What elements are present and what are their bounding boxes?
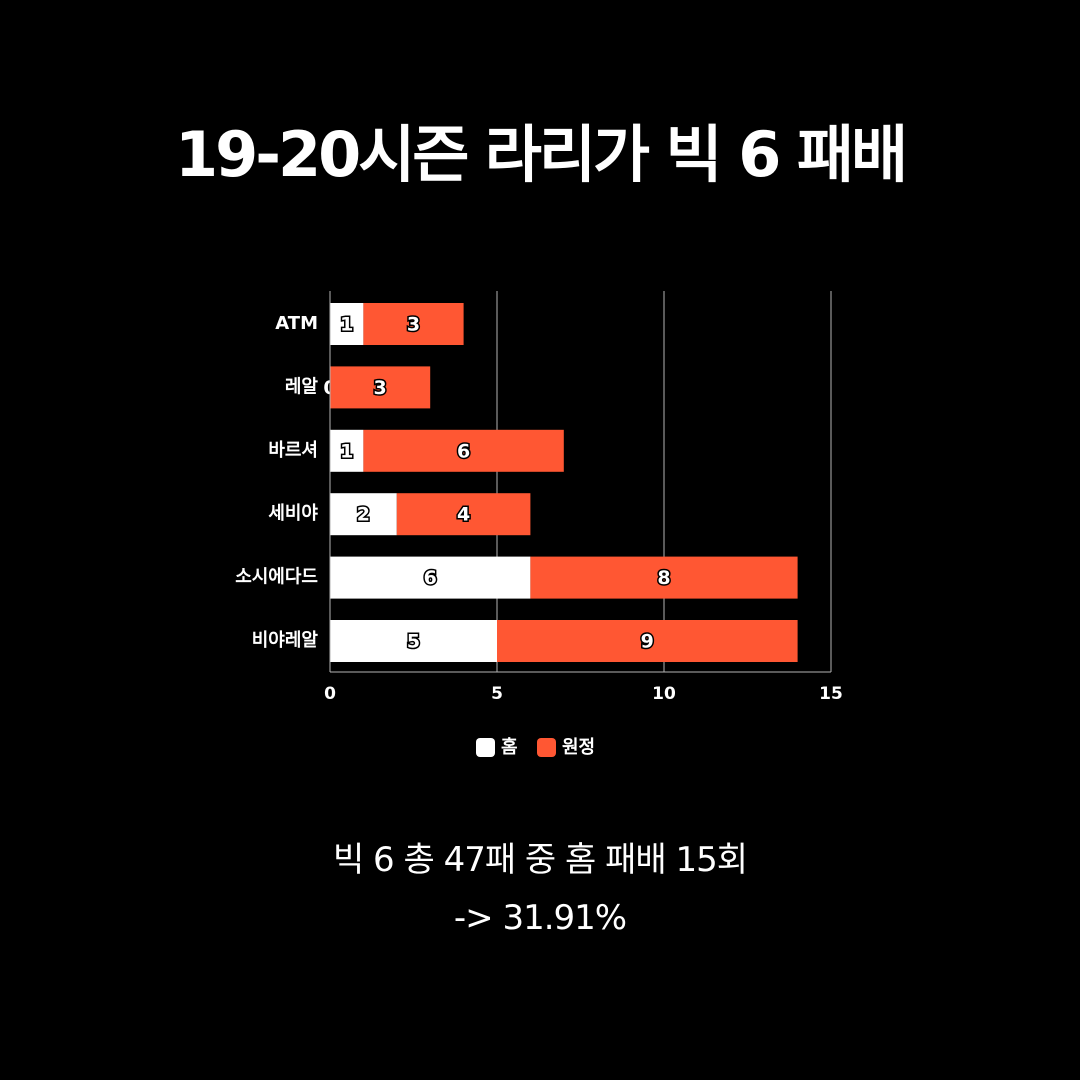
category-label: 바르셔	[268, 440, 318, 461]
data-label: 3	[373, 377, 386, 399]
legend-label: 원정	[562, 737, 595, 758]
data-label: 6	[457, 440, 470, 462]
legend-label: 홈	[501, 736, 518, 758]
category-label: 비야레알	[252, 630, 319, 651]
away-bar	[363, 303, 464, 345]
away-bar	[396, 493, 531, 536]
summary-line-1: 빅 6 총 47패 중 홈 패배 15회	[332, 840, 748, 880]
away-bar	[363, 429, 564, 472]
summary-line-2: -> 31.91%	[453, 898, 627, 938]
bar-group: 130316246859	[322, 303, 798, 662]
category-label: 소시에다드	[235, 567, 318, 588]
home-bar	[330, 620, 497, 662]
home-bar	[330, 493, 397, 536]
home-bar	[330, 429, 364, 472]
legend: 홈 원정	[476, 736, 595, 758]
chart-title: 19-20시즌 라리가 빅 6 패배	[174, 118, 908, 191]
category-label: ATM	[275, 313, 318, 334]
home-bar	[330, 556, 531, 599]
data-label: 5	[407, 631, 420, 653]
data-label: 4	[457, 504, 470, 526]
data-label: 1	[340, 440, 353, 462]
legend-swatch-home	[476, 738, 495, 757]
x-tick-label: 15	[819, 684, 843, 704]
data-label: 8	[657, 567, 670, 589]
away-bar	[530, 556, 798, 599]
data-label: 3	[407, 314, 420, 336]
x-tick-label: 5	[491, 684, 503, 704]
category-label: 레알	[285, 376, 319, 397]
data-label: 1	[340, 314, 353, 336]
legend-swatch-away	[537, 738, 556, 757]
home-bar	[330, 303, 364, 345]
data-label: 9	[641, 631, 654, 653]
x-tick-label: 10	[652, 684, 676, 704]
away-bar	[497, 620, 798, 662]
gridlines	[496, 291, 832, 672]
data-label: 2	[357, 504, 370, 526]
x-tick-label: 0	[324, 684, 336, 704]
data-label: 6	[424, 567, 437, 589]
away-bar	[330, 366, 431, 409]
category-label: 세비야	[268, 503, 318, 524]
